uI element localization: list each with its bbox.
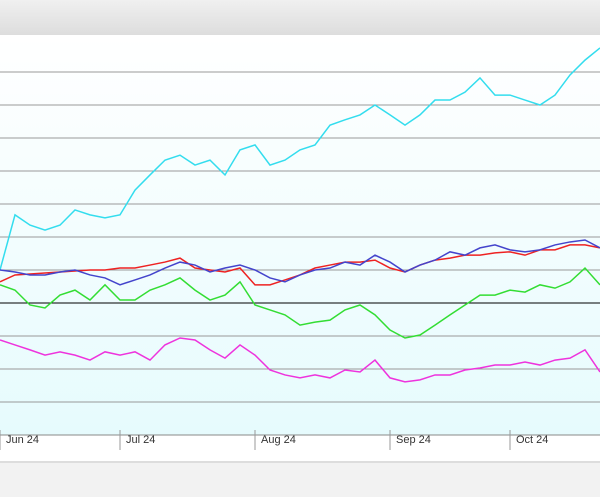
series-line xyxy=(0,47,600,271)
footer xyxy=(0,463,600,497)
series-line xyxy=(0,239,600,286)
x-tick-label: Jun 24 xyxy=(6,434,39,446)
x-tick-label: Jul 24 xyxy=(126,434,155,446)
x-tick-label: Oct 24 xyxy=(516,434,548,446)
x-tick-label: Aug 24 xyxy=(261,434,296,446)
series-line xyxy=(0,266,600,339)
top-bar xyxy=(0,0,600,35)
x-tick-label: Sep 24 xyxy=(396,434,431,446)
series-line xyxy=(0,337,600,383)
plot-area xyxy=(0,37,600,435)
